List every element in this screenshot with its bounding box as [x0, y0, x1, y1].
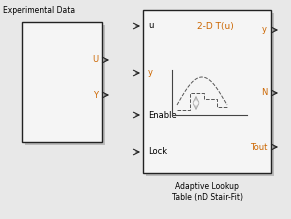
Text: y: y — [148, 69, 153, 78]
Text: Lock: Lock — [148, 148, 167, 157]
Text: N: N — [261, 88, 267, 97]
FancyBboxPatch shape — [22, 22, 102, 142]
Text: Experimental Data: Experimental Data — [3, 6, 75, 15]
Text: Tout: Tout — [250, 143, 267, 152]
Text: Enable: Enable — [148, 111, 177, 120]
Text: u: u — [148, 21, 153, 30]
Text: 2-D T(u): 2-D T(u) — [197, 21, 233, 30]
FancyBboxPatch shape — [146, 13, 274, 176]
Text: Adaptive Lookup: Adaptive Lookup — [175, 182, 239, 191]
Text: Table (nD Stair-Fit): Table (nD Stair-Fit) — [171, 193, 242, 202]
Text: Y: Y — [93, 90, 98, 99]
FancyBboxPatch shape — [143, 10, 271, 173]
Text: y: y — [262, 25, 267, 35]
FancyBboxPatch shape — [25, 25, 105, 145]
Text: U: U — [92, 55, 98, 65]
